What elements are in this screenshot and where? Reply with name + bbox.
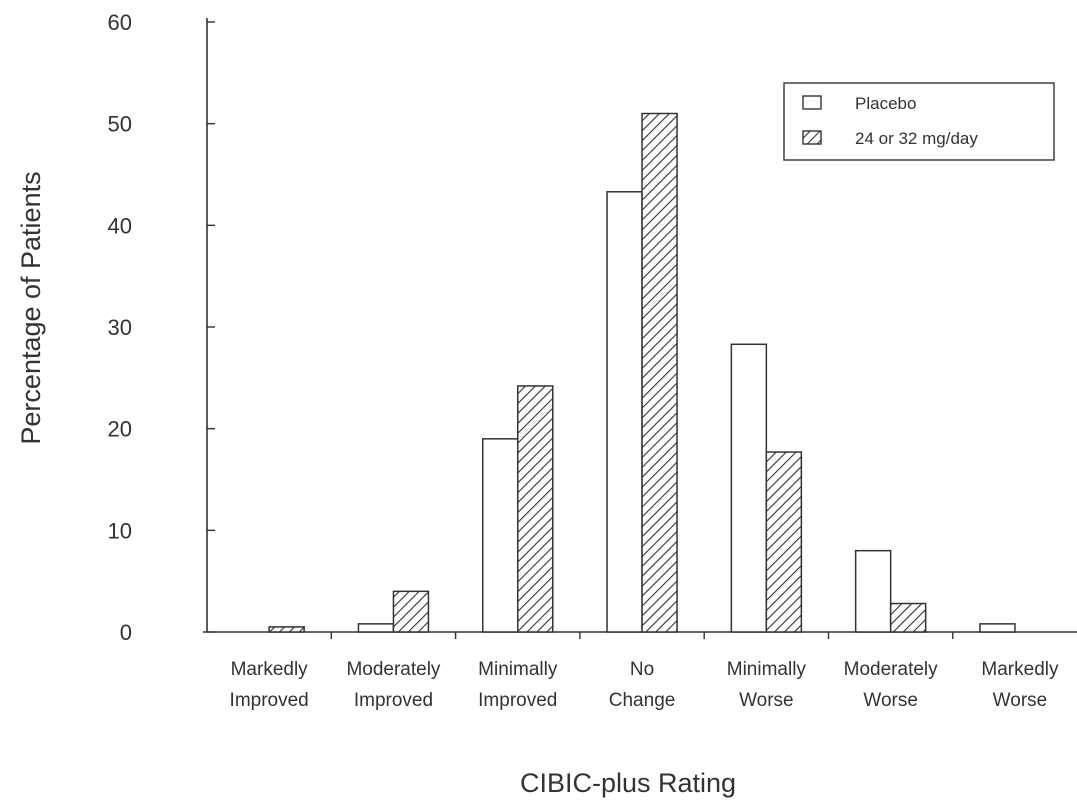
bar-placebo: [357, 623, 395, 633]
x-tick-label: Change: [609, 690, 676, 711]
x-tick-label: Improved: [354, 690, 433, 711]
legend-label-drug: 24 or 32 mg/day: [855, 129, 978, 148]
legend-label-placebo: Placebo: [855, 94, 916, 113]
y-tick-label: 20: [108, 417, 132, 442]
x-tick-label: Moderately: [844, 659, 938, 680]
legend-swatch-placebo: [802, 95, 822, 110]
bar-drug: [889, 602, 927, 633]
x-axis-title: CIBIC-plus Rating: [520, 768, 736, 798]
x-tick-label: Worse: [739, 690, 794, 711]
bar-drug: [641, 112, 678, 633]
x-tick-label: Worse: [863, 690, 918, 711]
y-axis-title: Percentage of Patients: [16, 171, 46, 444]
x-tick-label: Markedly: [981, 659, 1059, 680]
legend: Placebo 24 or 32 mg/day: [783, 82, 1055, 161]
legend-swatch-drug: [802, 130, 822, 145]
y-tick-label: 30: [108, 315, 132, 340]
x-tick-label: Improved: [230, 690, 309, 711]
y-tick-label: 40: [108, 213, 132, 238]
x-tick-label: Minimally: [727, 659, 807, 680]
bars: [268, 112, 1016, 633]
x-axis: Markedly Improved Moderately Improved Minima…: [203, 631, 1077, 711]
y-tick-label: 60: [108, 10, 132, 35]
x-tick-label: Moderately: [346, 659, 440, 680]
y-tick-label: 50: [108, 112, 132, 137]
bar-placebo: [730, 343, 768, 633]
x-tick-label: Improved: [478, 690, 557, 711]
bar-drug: [517, 385, 554, 633]
legend-box: [783, 82, 1055, 161]
bar-placebo: [482, 438, 519, 633]
y-axis: 0 10 20 30 40 50 60: [108, 10, 215, 645]
bar-drug: [765, 451, 803, 633]
x-tick-label: Worse: [993, 690, 1048, 711]
y-tick-label: 0: [120, 620, 132, 645]
bar-placebo: [979, 623, 1016, 633]
x-tick-label: No: [630, 659, 654, 680]
y-tick-label: 10: [108, 518, 132, 543]
bar-drug: [392, 590, 430, 633]
x-tick-label: Minimally: [478, 659, 558, 680]
bar-drug: [268, 626, 305, 633]
x-tick-label: Markedly: [231, 659, 309, 680]
bar-placebo: [606, 191, 643, 633]
bar-placebo: [854, 549, 892, 633]
